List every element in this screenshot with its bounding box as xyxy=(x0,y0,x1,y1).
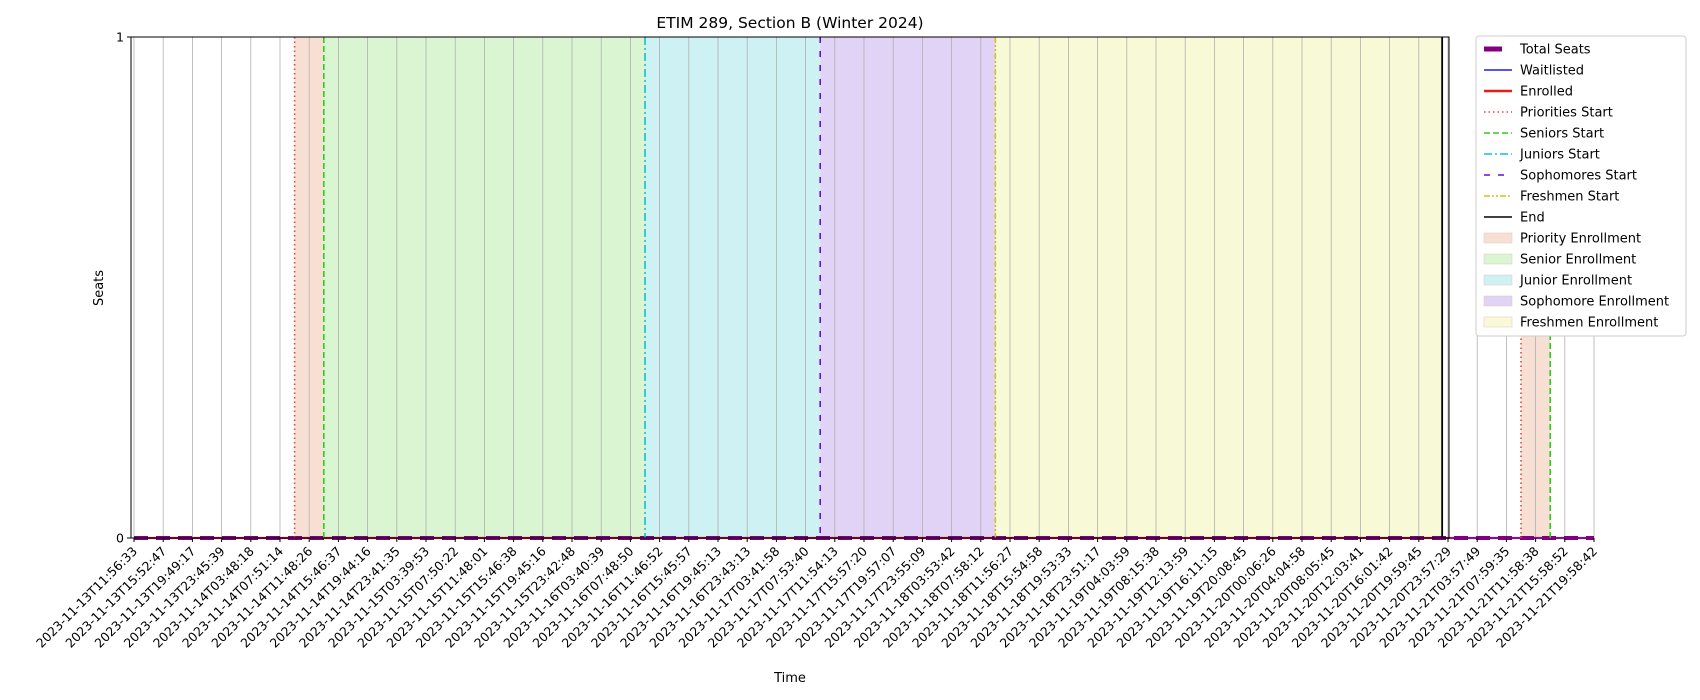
chart-title: ETIM 289, Section B (Winter 2024) xyxy=(656,14,923,32)
legend-label-waitlisted: Waitlisted xyxy=(1520,64,1584,79)
legend-swatch-freshmen-enrollment xyxy=(1483,316,1513,328)
legend-label-senior-enrollment: Senior Enrollment xyxy=(1520,253,1636,268)
legend-label-seniors-start: Seniors Start xyxy=(1520,127,1604,142)
x-axis-label: Time xyxy=(773,671,806,686)
legend-label-enrolled: Enrolled xyxy=(1520,85,1573,100)
plot-frame xyxy=(130,36,1450,539)
legend-label-freshmen-start: Freshmen Start xyxy=(1520,190,1619,205)
legend-swatch-sophomore-enrollment xyxy=(1483,295,1513,307)
legend-box xyxy=(1475,35,1687,337)
period-band-2 xyxy=(645,37,821,538)
y-tick-label-0: 0 xyxy=(116,531,124,546)
legend-label-sophomore-enrollment: Sophomore Enrollment xyxy=(1520,295,1669,310)
legend-label-junior-enrollment: Junior Enrollment xyxy=(1519,274,1632,289)
legend-label-freshmen-enrollment: Freshmen Enrollment xyxy=(1520,316,1658,331)
legend-swatch-junior-enrollment xyxy=(1483,274,1513,286)
legend-label-sophomores-start: Sophomores Start xyxy=(1520,169,1637,184)
legend-label-total-seats: Total Seats xyxy=(1519,43,1591,58)
legend-label-juniors-start: Juniors Start xyxy=(1519,148,1600,163)
legend: Total Seats Waitlisted Enrolled Priorities … xyxy=(1475,35,1687,337)
legend-label-end: End xyxy=(1520,211,1545,226)
y-tick-label-1: 1 xyxy=(116,30,124,45)
legend-swatch-priority-enrollment xyxy=(1483,232,1513,244)
y-axis-label: Seats xyxy=(92,270,107,306)
legend-label-priorities-start: Priorities Start xyxy=(1520,106,1613,121)
legend-label-priority-enrollment: Priority Enrollment xyxy=(1520,232,1641,247)
period-band-4 xyxy=(995,37,1443,538)
period-band-3 xyxy=(820,37,996,538)
vertical-grid xyxy=(133,37,1595,538)
legend-swatch-senior-enrollment xyxy=(1483,253,1513,265)
